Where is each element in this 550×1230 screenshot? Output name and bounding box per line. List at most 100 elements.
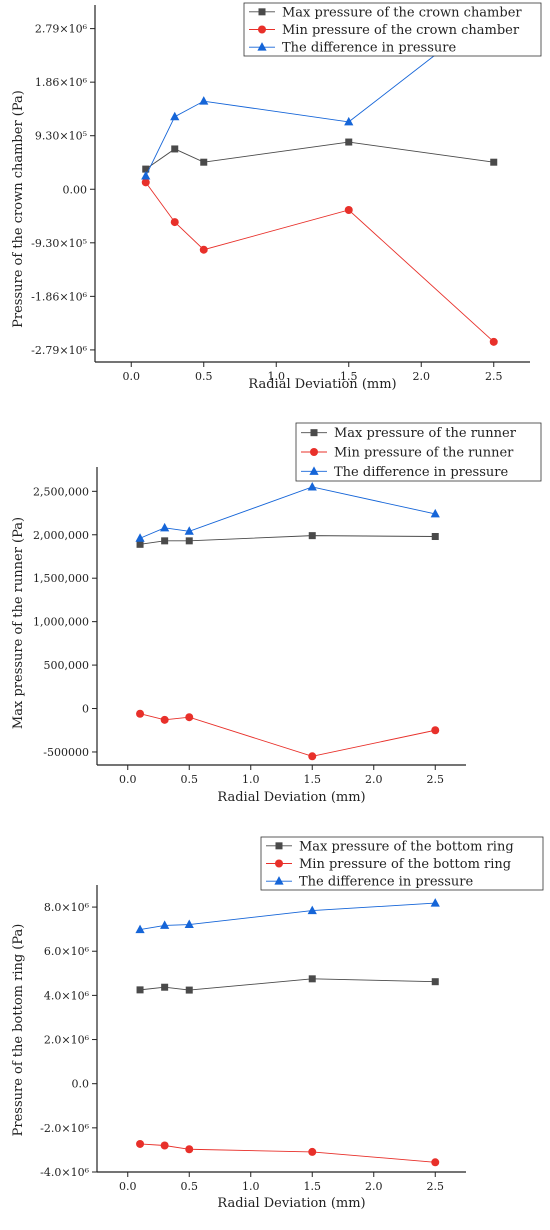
- series-line: [139, 486, 436, 539]
- legend: Max pressure of the bottom ring Min press…: [260, 836, 544, 891]
- data-point: [184, 919, 194, 929]
- data-point: [345, 138, 353, 146]
- series-line: [140, 978, 436, 991]
- legend-box: [260, 836, 544, 891]
- data-point: [431, 533, 439, 541]
- legend-marker: [275, 842, 283, 850]
- x-tick-label: 0.5: [181, 1180, 199, 1193]
- legend-marker: [258, 8, 266, 16]
- legend-marker: [275, 859, 283, 868]
- x-tick-label: 0.0: [123, 370, 141, 383]
- data-point: [185, 1145, 194, 1154]
- y-tick-label: 500,000: [44, 659, 90, 672]
- x-axis-title: Radial Deviation (mm): [217, 790, 365, 805]
- series-0: [136, 975, 439, 994]
- x-tick-label: 1.5: [304, 1180, 322, 1193]
- y-axis-title: Max pressure of the runner (Pa): [11, 517, 26, 729]
- y-tick-label: -4.0×10⁶: [40, 1166, 89, 1179]
- data-point: [170, 111, 180, 121]
- x-tick-label: 2.5: [427, 773, 445, 786]
- series-line: [145, 182, 495, 343]
- x-tick-label: 2.0: [365, 1180, 383, 1193]
- x-axis-title: Radial Deviation (mm): [248, 377, 396, 392]
- x-tick-label: 0.5: [181, 773, 199, 786]
- data-point: [142, 165, 150, 173]
- legend-marker: [310, 448, 318, 456]
- crown-chamber-chart: 0.0 0.5 1.0 1.5 2.0 2.5 -2.79×10⁶ -1.86×10⁶ -9.3…: [11, 2, 542, 392]
- data-point: [160, 920, 170, 929]
- y-tick-label: -1.86×10⁶: [31, 290, 87, 303]
- y-tick-label: -9.30×10⁵: [31, 237, 87, 250]
- data-point: [161, 983, 169, 991]
- data-point: [136, 1139, 145, 1148]
- y-tick-label: 2,000,000: [33, 529, 89, 542]
- data-point: [160, 522, 170, 532]
- legend-label: Max pressure of the runner: [334, 426, 517, 441]
- data-point: [490, 158, 498, 166]
- series-1: [141, 178, 498, 346]
- data-point: [430, 508, 440, 518]
- legend-label: Min pressure of the crown chamber: [282, 23, 520, 38]
- legend-marker: [257, 42, 267, 51]
- series-line: [139, 713, 436, 757]
- y-tick-label: 9.30×10⁵: [35, 130, 87, 143]
- data-point: [200, 158, 208, 166]
- x-tick-label: 1.0: [242, 1180, 260, 1193]
- data-point: [199, 245, 208, 254]
- data-point: [199, 96, 209, 105]
- y-tick-label: 4.0×10⁶: [44, 989, 90, 1002]
- x-axis-title: Radial Deviation (mm): [217, 1196, 365, 1211]
- data-point: [141, 178, 150, 187]
- legend-marker: [310, 429, 318, 437]
- y-tick-label: 6.0×10⁶: [44, 945, 90, 958]
- data-point: [170, 218, 179, 227]
- series-line: [140, 1143, 436, 1163]
- data-point: [160, 715, 169, 724]
- x-tick-label: 1.5: [340, 370, 358, 383]
- data-point: [185, 537, 193, 545]
- y-tick-label: -2.0×10⁶: [40, 1122, 89, 1135]
- data-point: [185, 986, 193, 994]
- legend-label: Min pressure of the runner: [334, 446, 514, 461]
- y-axis-title: Pressure of the bottom ring (Pa): [11, 924, 26, 1137]
- series-0: [142, 138, 498, 173]
- legend-label: The difference in pressure: [334, 465, 508, 480]
- bottom-ring-chart: 0.0 0.5 1.0 1.5 2.0 2.5 -4.0×10⁶ -2.0×10⁶ 0.0 2.0…: [11, 836, 544, 1211]
- y-axis-title: Pressure of the crown chamber (Pa): [11, 90, 26, 328]
- legend-label: Max pressure of the bottom ring: [299, 839, 514, 854]
- series-line: [139, 902, 436, 931]
- data-point: [308, 752, 317, 761]
- data-point: [308, 1147, 317, 1156]
- data-point: [185, 713, 194, 722]
- data-point: [431, 1158, 440, 1167]
- legend: Max pressure of the runner Min pressure o…: [295, 422, 542, 482]
- data-point: [344, 116, 354, 126]
- series-line: [145, 141, 494, 170]
- data-point: [136, 540, 144, 548]
- data-point: [489, 337, 498, 346]
- legend-marker: [309, 466, 319, 475]
- data-point: [307, 481, 317, 491]
- data-point: [344, 205, 353, 214]
- data-point: [136, 986, 144, 994]
- data-point: [308, 975, 316, 983]
- legend-box: [295, 422, 542, 482]
- series-1: [136, 1139, 440, 1167]
- x-tick-label: 1.0: [268, 370, 286, 383]
- data-point: [184, 526, 194, 535]
- legend-marker: [274, 876, 284, 885]
- x-tick-label: 0.0: [119, 1180, 137, 1193]
- x-tick-label: 2.0: [413, 370, 431, 383]
- x-tick-label: 2.5: [485, 370, 503, 383]
- legend-label: Max pressure of the crown chamber: [282, 5, 522, 20]
- y-tick-label: 1.86×10⁶: [35, 76, 88, 89]
- data-point: [135, 533, 145, 542]
- series-line: [139, 535, 436, 545]
- legend-label: The difference in pressure: [299, 875, 473, 890]
- y-tick-label: 0: [82, 703, 89, 716]
- y-tick-label: 1,000,000: [33, 616, 89, 629]
- series-0: [136, 532, 439, 548]
- legend-marker: [258, 25, 266, 34]
- x-tick-label: 2.5: [427, 1180, 445, 1193]
- y-tick-label: 2.0×10⁶: [44, 1034, 90, 1047]
